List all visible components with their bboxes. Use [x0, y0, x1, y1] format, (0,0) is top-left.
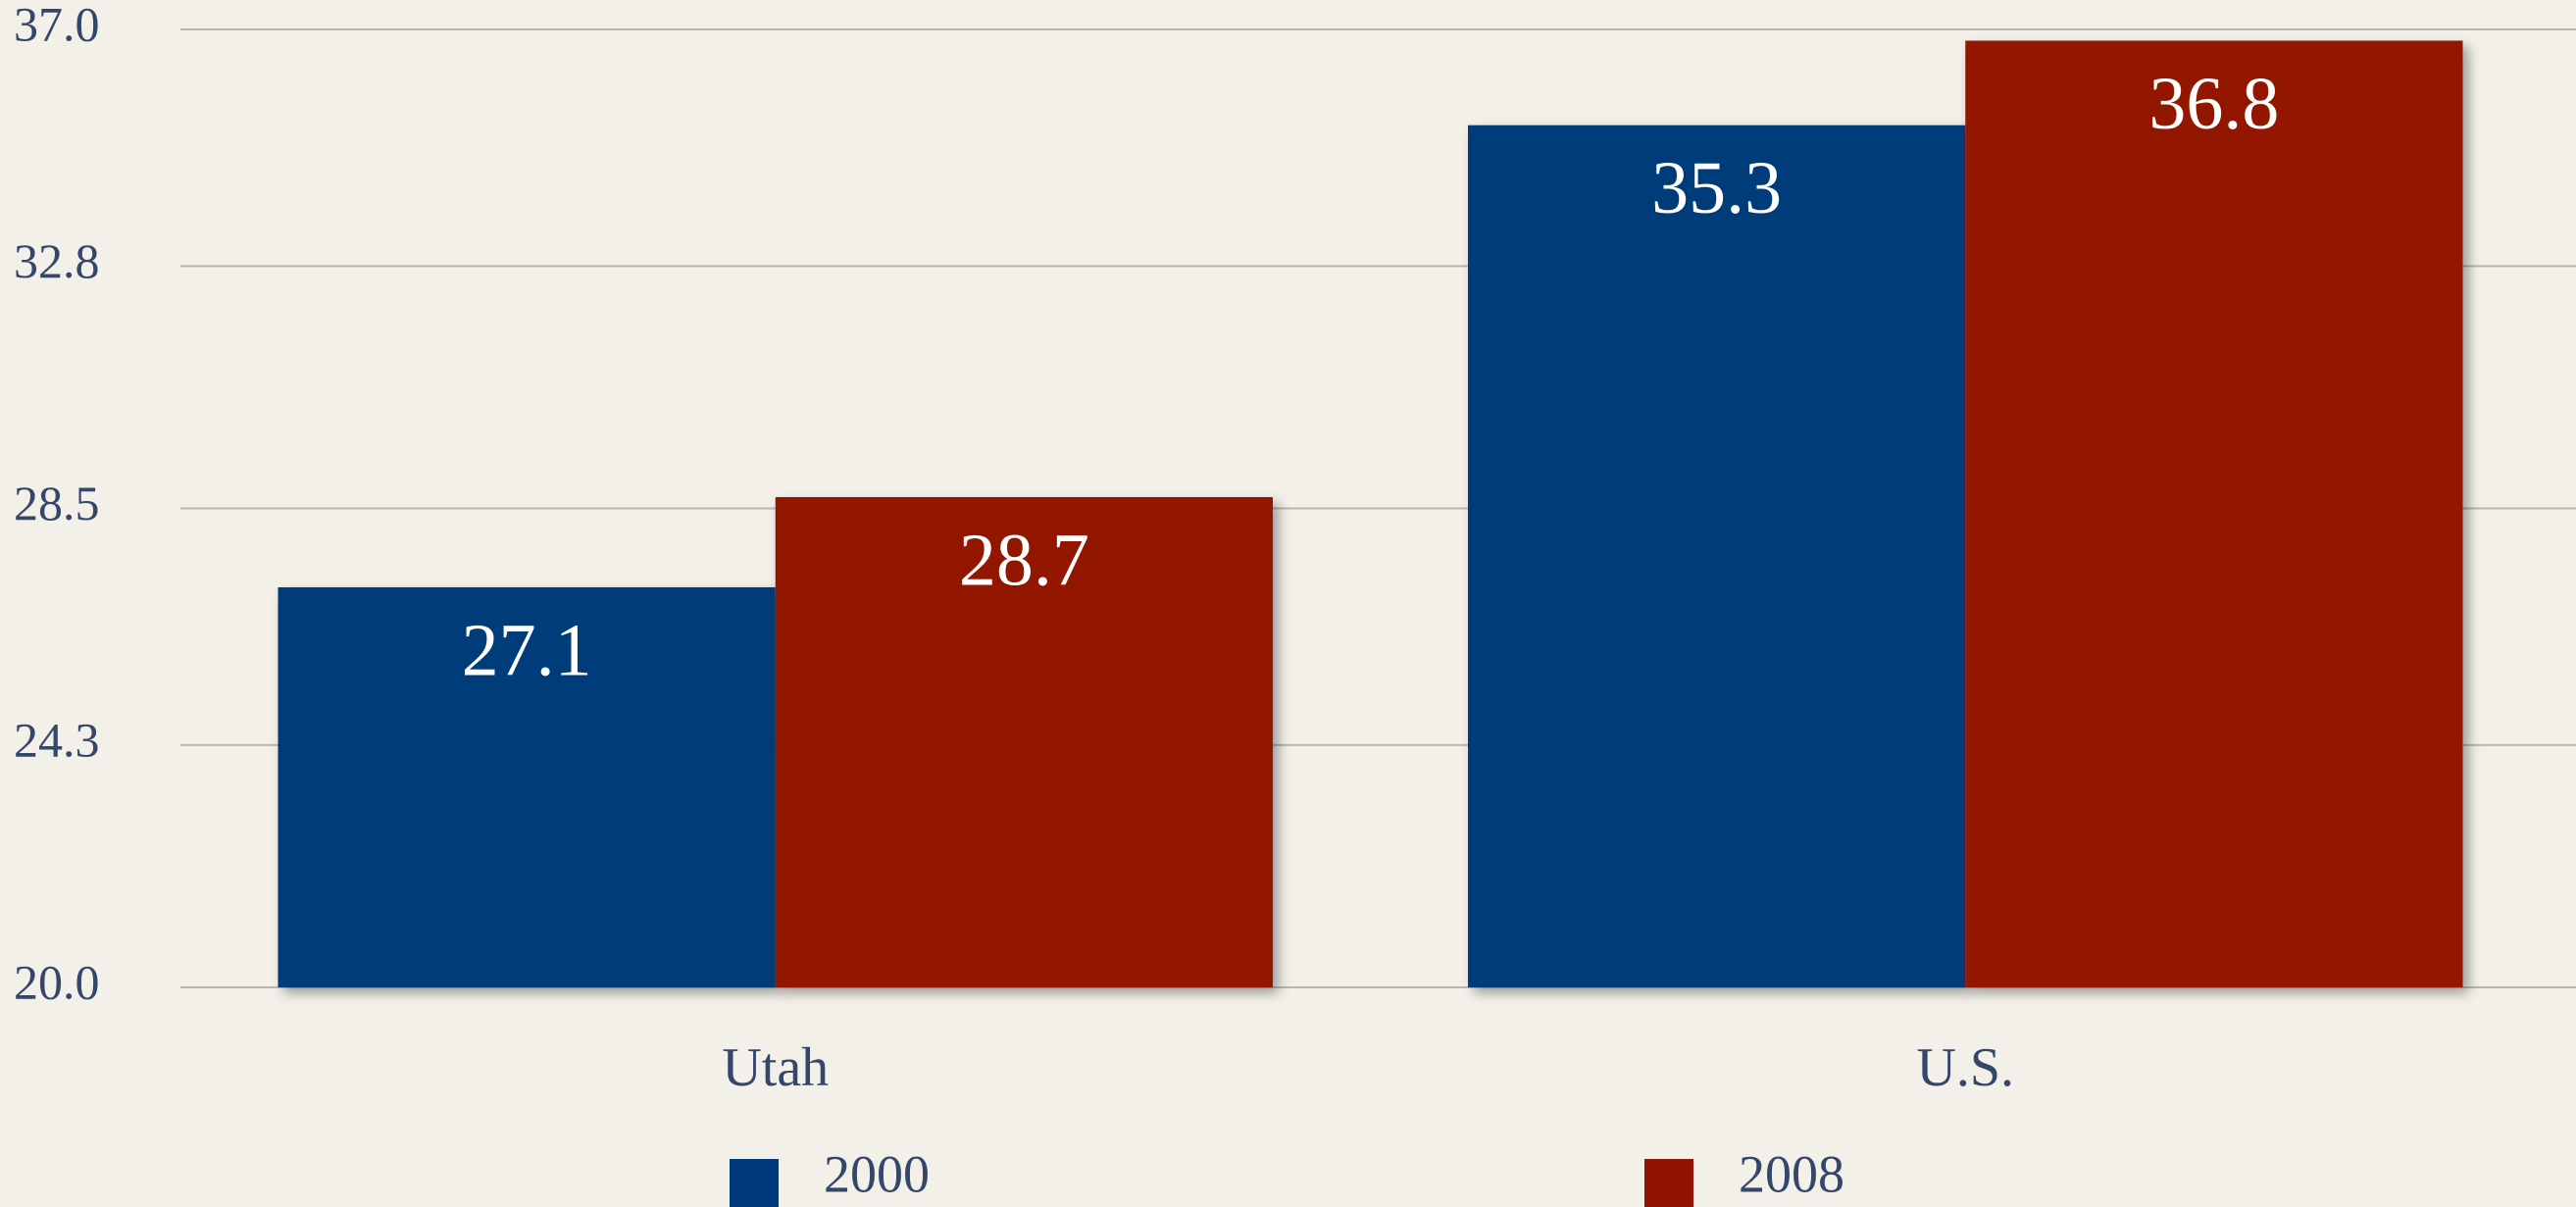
x-tick-label: Utah	[722, 1037, 829, 1098]
legend-label: 2000	[824, 1144, 930, 1203]
value-label: 27.1	[462, 609, 592, 691]
value-label: 36.8	[2148, 63, 2279, 145]
legend-swatch	[730, 1159, 779, 1207]
value-label: 28.7	[959, 519, 1089, 601]
y-tick-label: 32.8	[14, 233, 100, 288]
bar	[278, 586, 776, 987]
bar	[1468, 125, 1966, 987]
y-tick-label: 24.3	[14, 712, 100, 767]
y-tick-label: 28.5	[14, 476, 100, 530]
y-tick-label: 20.0	[14, 954, 100, 1009]
legend-label: 2008	[1739, 1144, 1844, 1203]
x-tick-label: U.S.	[1916, 1037, 2014, 1098]
legend-swatch	[1644, 1159, 1693, 1207]
bar	[1965, 40, 2463, 987]
y-tick-label: 37.0	[14, 0, 100, 51]
bar	[775, 497, 1273, 987]
value-label: 35.3	[1651, 147, 1782, 229]
